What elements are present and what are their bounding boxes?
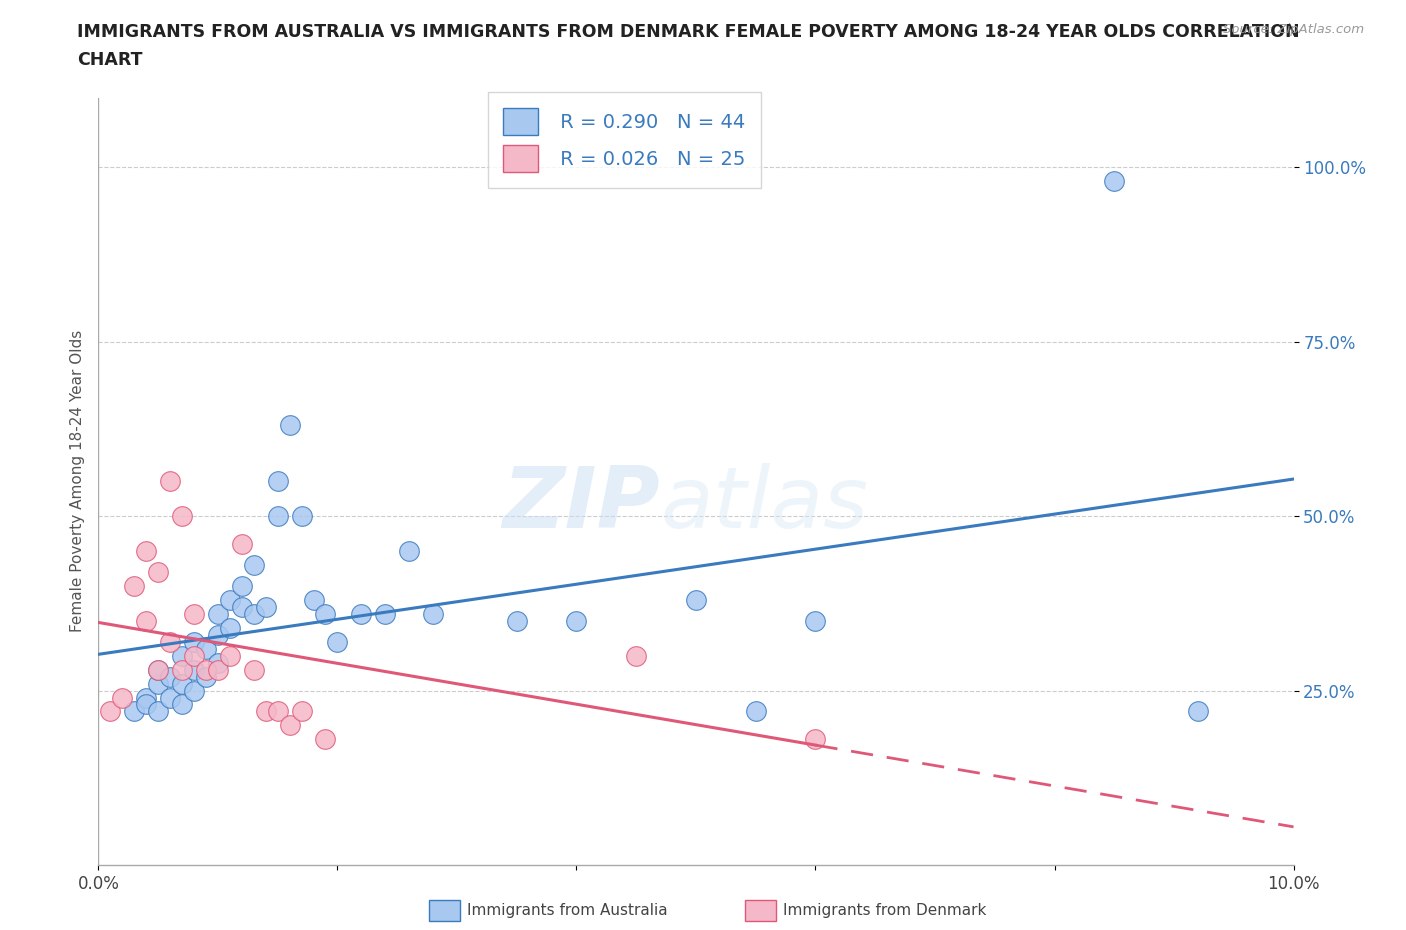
Point: [183, 606, 205, 621]
Text: IMMIGRANTS FROM AUSTRALIA VS IMMIGRANTS FROM DENMARK FEMALE POVERTY AMONG 18-24 : IMMIGRANTS FROM AUSTRALIA VS IMMIGRANTS …: [77, 23, 1301, 41]
Point: [135, 690, 157, 705]
Point: [135, 614, 157, 629]
Text: Source: ZipAtlas.com: Source: ZipAtlas.com: [1223, 23, 1364, 36]
Point: [302, 592, 325, 607]
Point: [159, 669, 181, 684]
Point: [148, 676, 170, 691]
Point: [219, 592, 242, 607]
Point: [565, 614, 588, 629]
Point: [267, 473, 290, 488]
Text: ZIP: ZIP: [502, 463, 661, 546]
Point: [685, 592, 707, 607]
Point: [195, 642, 218, 657]
Text: Immigrants from Australia: Immigrants from Australia: [467, 903, 668, 918]
Point: [231, 578, 253, 593]
Point: [374, 606, 396, 621]
Point: [350, 606, 373, 621]
Point: [231, 537, 253, 551]
Point: [231, 599, 253, 614]
Point: [1104, 174, 1126, 189]
Point: [183, 648, 205, 663]
Point: [195, 662, 218, 677]
Point: [626, 648, 648, 663]
Point: [207, 662, 229, 677]
Point: [267, 509, 290, 524]
Point: [207, 655, 229, 670]
Point: [278, 418, 301, 432]
Point: [291, 509, 314, 524]
Point: [745, 704, 768, 719]
Point: [219, 648, 242, 663]
Point: [172, 698, 194, 712]
Point: [148, 662, 170, 677]
Point: [183, 662, 205, 677]
Point: [111, 690, 134, 705]
Point: [135, 698, 157, 712]
Text: atlas: atlas: [661, 463, 868, 546]
Point: [291, 704, 314, 719]
Point: [124, 704, 146, 719]
Point: [267, 704, 290, 719]
Point: [804, 614, 827, 629]
Point: [207, 606, 229, 621]
Point: [243, 557, 266, 572]
Point: [398, 543, 420, 558]
Point: [1187, 704, 1209, 719]
Text: CHART: CHART: [77, 51, 143, 69]
Point: [159, 690, 181, 705]
Point: [207, 627, 229, 642]
Point: [172, 662, 194, 677]
Point: [98, 704, 122, 719]
Point: [804, 732, 827, 747]
Point: [124, 578, 146, 593]
Point: [326, 634, 349, 649]
Point: [422, 606, 444, 621]
Point: [172, 676, 194, 691]
Point: [254, 704, 277, 719]
Point: [219, 620, 242, 635]
Point: [243, 606, 266, 621]
Point: [315, 732, 337, 747]
Text: Immigrants from Denmark: Immigrants from Denmark: [783, 903, 987, 918]
Point: [135, 543, 157, 558]
Point: [148, 565, 170, 579]
Point: [172, 509, 194, 524]
Point: [315, 606, 337, 621]
Point: [183, 683, 205, 698]
Point: [148, 704, 170, 719]
Y-axis label: Female Poverty Among 18-24 Year Olds: Female Poverty Among 18-24 Year Olds: [69, 330, 84, 632]
Point: [159, 473, 181, 488]
Point: [159, 634, 181, 649]
Point: [506, 614, 529, 629]
Point: [183, 634, 205, 649]
Point: [195, 669, 218, 684]
Point: [278, 718, 301, 733]
Point: [172, 648, 194, 663]
Legend:  R = 0.290   N = 44,  R = 0.026   N = 25: R = 0.290 N = 44, R = 0.026 N = 25: [488, 92, 761, 188]
Point: [148, 662, 170, 677]
Point: [254, 599, 277, 614]
Point: [243, 662, 266, 677]
